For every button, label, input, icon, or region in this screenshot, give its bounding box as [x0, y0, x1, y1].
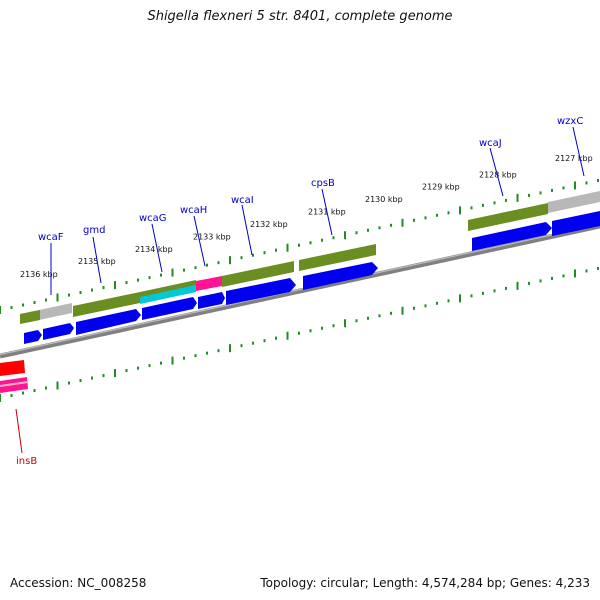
leader-line-wcaG — [151, 223, 163, 273]
leader-line-cpsB — [321, 188, 333, 236]
tick-rail-minus — [0, 266, 599, 402]
leader-line-gmd — [92, 236, 102, 284]
gene-label-wcaG[interactable]: wcaG — [139, 213, 167, 224]
cds-arrow-7[interactable] — [303, 262, 378, 290]
cds-arrow-8[interactable] — [472, 222, 552, 251]
tick-label: 2129 kbp — [422, 183, 460, 192]
gene-bar-wcaH[interactable] — [196, 276, 222, 291]
map-title: Shigella flexneri 5 str. 8401, complete … — [147, 9, 453, 24]
gene-bar-wcaF[interactable] — [20, 310, 40, 324]
leader-line-wcaJ — [489, 147, 504, 197]
genome-summary-text: Topology: circular; Length: 4,574,284 bp… — [260, 576, 590, 590]
accession-text: Accession: NC_008258 — [10, 576, 147, 590]
gene-bar-gmd[interactable] — [73, 292, 140, 317]
gene-label-insB[interactable]: insB — [16, 456, 37, 467]
gene-labels: wzxC wcaJ cpsB wcaI wcaH wcaG gmd wcaF i… — [15, 116, 585, 467]
gene-label-wcaJ[interactable]: wcaJ — [479, 138, 502, 149]
cds-arrow-1[interactable] — [24, 330, 42, 344]
cds-track-plus — [24, 211, 600, 344]
tick-rail-plus — [0, 178, 599, 314]
gene-label-wzxC[interactable]: wzxC — [557, 116, 583, 127]
tick-label: 2132 kbp — [250, 220, 288, 229]
cds-arrow-2[interactable] — [43, 323, 74, 340]
tick-label: 2134 kbp — [135, 245, 173, 254]
gene-bar-cpsB[interactable] — [299, 244, 376, 271]
gene-label-gmd[interactable]: gmd — [83, 225, 105, 236]
leader-line-wcaI — [241, 204, 253, 256]
leader-line-insB — [15, 408, 23, 454]
gene-label-wcaF[interactable]: wcaF — [38, 232, 64, 243]
tick-label: 2128 kbp — [479, 170, 517, 179]
gene-bar-insB-shade — [0, 381, 29, 387]
gene-bar-wcaG-cyan[interactable] — [140, 285, 196, 304]
gene-track-minus — [0, 360, 29, 393]
gene-bar-wzxC[interactable] — [548, 191, 600, 213]
genome-backbone-highlight — [0, 223, 600, 356]
cds-arrow-5[interactable] — [198, 292, 225, 309]
gene-label-wcaH[interactable]: wcaH — [180, 205, 207, 216]
gene-bar-wcaI[interactable] — [222, 261, 294, 287]
gene-track-plus — [20, 191, 600, 324]
cds-arrow-3[interactable] — [76, 309, 141, 335]
tick-label: 2136 kbp — [20, 270, 58, 279]
gene-bar-insB-red[interactable] — [0, 360, 25, 376]
tick-label: 2127 kbp — [555, 154, 593, 163]
gene-label-cpsB[interactable]: cpsB — [311, 178, 335, 189]
gene-label-wcaI[interactable]: wcaI — [231, 195, 254, 206]
genome-backbone — [0, 223, 600, 359]
leader-line-wzxC — [572, 126, 585, 177]
cds-arrow-6[interactable] — [226, 278, 296, 305]
cds-arrow-4[interactable] — [142, 297, 197, 320]
cds-arrow-9[interactable] — [552, 211, 600, 236]
leader-line-wcaH — [193, 215, 206, 267]
gene-bar-wcaJ[interactable] — [468, 203, 548, 231]
tick-label: 2130 kbp — [365, 195, 403, 204]
tick-label: 2133 kbp — [193, 232, 231, 241]
